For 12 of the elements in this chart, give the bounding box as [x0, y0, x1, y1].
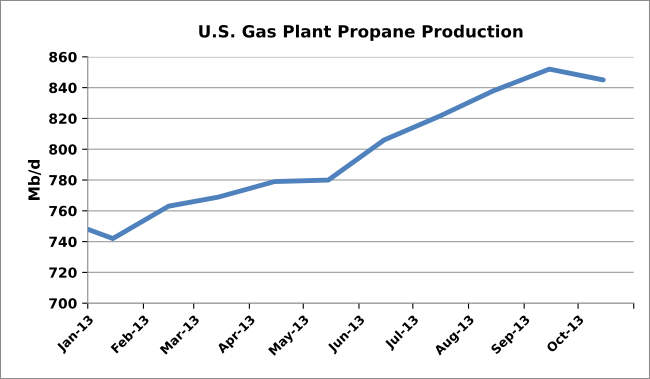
y-tick-label: 740 [49, 236, 77, 248]
y-tick-label: 760 [49, 206, 77, 216]
y-tick-label: 780 [49, 174, 77, 186]
y-tick-label: 720 [49, 267, 77, 278]
chart-title: U.S. Gas Plant Propane Production [199, 24, 522, 41]
y-axis-title: Mb/d [28, 160, 42, 200]
line-series [88, 66, 606, 241]
y-tick-label: 860 [49, 52, 77, 62]
y-tick-label: 840 [49, 82, 77, 94]
y-tick-label: 700 [49, 298, 77, 309]
y-tick-label: 800 [49, 144, 77, 155]
y-tick-label: 820 [49, 113, 77, 124]
